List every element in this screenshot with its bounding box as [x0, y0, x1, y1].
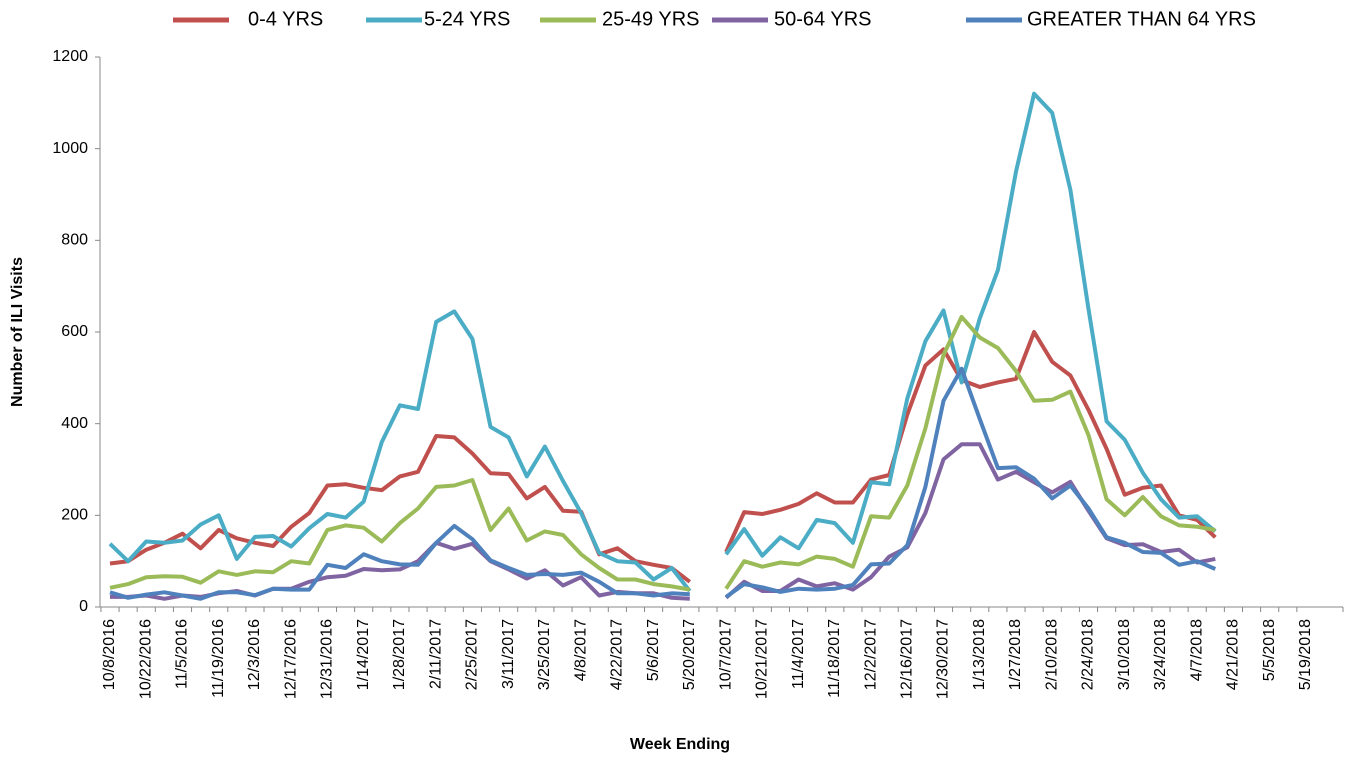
x-tick-label: 10/21/2017: [754, 619, 771, 699]
legend-label: 0-4 YRS: [248, 8, 323, 30]
legend-label: 25-49 YRS: [602, 8, 699, 30]
y-tick-label: 400: [61, 415, 88, 432]
x-tick-label: 5/20/2017: [681, 619, 698, 690]
y-tick-label: 600: [61, 323, 88, 340]
series-line: [109, 330, 1217, 584]
series-line: [109, 314, 1216, 592]
y-tick-label: 800: [61, 232, 88, 249]
x-tick-label: 5/19/2018: [1297, 619, 1314, 690]
x-tick-label: 11/19/2016: [210, 619, 227, 698]
x-tick-label: 4/22/2017: [609, 619, 626, 690]
x-tick-label: 2/25/2017: [464, 619, 481, 690]
x-tick-label: 12/16/2017: [898, 619, 915, 699]
x-tick-label: 4/8/2017: [572, 619, 589, 681]
x-tick-label: 3/11/2017: [500, 619, 517, 689]
x-tick-label: 12/30/2017: [935, 619, 952, 699]
x-tick-label: 1/14/2017: [355, 619, 372, 690]
x-tick-label: 1/28/2017: [391, 619, 408, 690]
y-axis-title: Number of ILI Visits: [9, 257, 26, 407]
x-tick-label: 12/2/2017: [862, 619, 879, 690]
x-tick-label: 10/8/2016: [101, 619, 118, 690]
legend-label: 5-24 YRS: [424, 8, 510, 30]
x-tick-label: 5/5/2018: [1261, 619, 1278, 681]
x-tick-label: 3/25/2017: [536, 619, 553, 690]
x-tick-label: 5/6/2017: [645, 619, 662, 681]
x-tick-label: 2/10/2018: [1043, 619, 1060, 690]
x-tick-label: 12/31/2016: [319, 619, 336, 699]
x-tick-label: 10/22/2016: [137, 619, 154, 699]
x-tick-label: 12/17/2016: [282, 619, 299, 699]
x-tick-label: 3/10/2018: [1116, 619, 1133, 690]
x-tick-label: 1/27/2018: [1007, 619, 1024, 690]
x-tick-label: 1/13/2018: [971, 619, 988, 690]
legend-label: GREATER THAN 64 YRS: [1027, 8, 1256, 30]
series-line: [109, 366, 1217, 601]
y-tick-label: 200: [61, 507, 88, 524]
x-tick-label: 10/7/2017: [717, 619, 734, 690]
x-tick-label: 11/4/2017: [790, 619, 807, 689]
y-tick-label: 1000: [52, 140, 88, 157]
legend-label: 50-64 YRS: [774, 8, 871, 30]
x-tick-label: 4/7/2018: [1188, 619, 1205, 681]
series-line: [108, 91, 1217, 593]
x-tick-label: 12/3/2016: [246, 619, 263, 690]
x-tick-label: 11/18/2017: [826, 619, 843, 698]
y-tick-label: 1200: [52, 48, 88, 65]
x-axis-title: Week Ending: [630, 736, 730, 753]
x-tick-label: 11/5/2016: [174, 619, 191, 689]
x-tick-label: 2/24/2018: [1080, 619, 1097, 690]
x-tick-label: 3/24/2018: [1152, 619, 1169, 690]
x-tick-label: 4/21/2018: [1225, 619, 1242, 690]
x-tick-label: 2/11/2017: [427, 619, 444, 689]
y-tick-label: 0: [79, 598, 88, 615]
